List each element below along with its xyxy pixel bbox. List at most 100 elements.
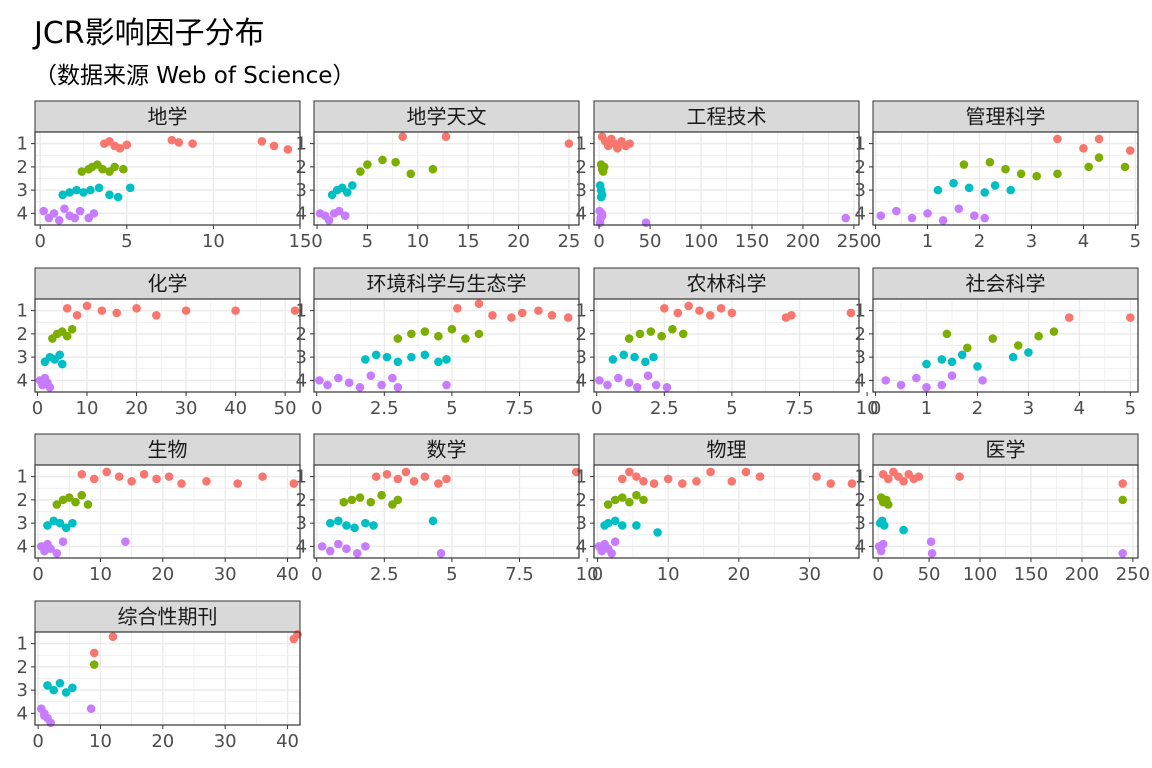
y-tick-label: 3 <box>17 513 28 534</box>
y-tick-label: 1 <box>576 467 587 488</box>
data-point-q1 <box>233 479 242 488</box>
data-point-q1 <box>692 476 701 486</box>
data-point-q1 <box>695 306 704 315</box>
data-point-q2 <box>646 327 656 336</box>
data-point-q2 <box>959 160 969 169</box>
data-point-q1 <box>89 474 99 484</box>
data-point-q1 <box>883 474 893 484</box>
data-point-q4 <box>595 376 604 385</box>
facet-strip <box>34 433 301 466</box>
x-tick-label: 250 <box>1116 564 1150 585</box>
y-tick-label: 1 <box>576 134 587 155</box>
data-point-q3 <box>350 523 359 533</box>
data-point-q1 <box>122 140 132 150</box>
data-point-q1 <box>269 141 279 151</box>
data-point-q2 <box>632 490 641 500</box>
data-point-q4 <box>597 211 607 220</box>
data-point-q3 <box>937 355 947 364</box>
facet-strip-label: 物理 <box>707 438 747 462</box>
data-point-q3 <box>442 355 451 364</box>
y-tick-label: 4 <box>576 203 587 224</box>
y-tick-label: 2 <box>855 324 866 345</box>
data-point-q4 <box>325 546 335 556</box>
data-point-q1 <box>231 306 240 315</box>
facet-strip-label: 地学 <box>148 105 188 129</box>
page-subtitle: （数据来源 Web of Science） <box>34 63 356 89</box>
data-point-q4 <box>361 542 370 551</box>
facet-strip <box>872 433 1139 466</box>
data-point-q4 <box>643 371 653 381</box>
x-tick-label: 0 <box>311 398 322 419</box>
y-tick-label: 4 <box>17 536 28 557</box>
data-point-q3 <box>619 350 629 360</box>
x-tick-label: 0 <box>591 398 602 419</box>
x-tick-label: 20 <box>151 564 174 585</box>
data-point-q3 <box>94 183 104 193</box>
data-point-q3 <box>990 181 1000 190</box>
data-point-q4 <box>366 371 376 381</box>
data-point-q2 <box>67 324 77 334</box>
data-point-q2 <box>1001 164 1010 174</box>
data-point-q2 <box>962 343 972 353</box>
data-point-q2 <box>624 334 634 343</box>
y-tick-label: 2 <box>296 324 307 345</box>
data-point-q4 <box>49 209 59 218</box>
facet-strip <box>313 433 580 466</box>
y-tick-label: 4 <box>855 203 866 224</box>
x-tick-label: 4 <box>1074 398 1085 419</box>
data-point-q4 <box>624 378 634 388</box>
x-tick-label: 3 <box>1023 398 1034 419</box>
y-tick-label: 4 <box>296 203 307 224</box>
data-point-q1 <box>564 139 574 148</box>
data-point-q3 <box>973 362 982 371</box>
panel-border <box>34 131 301 226</box>
y-tick-label: 3 <box>17 680 28 701</box>
data-point-q4 <box>334 539 343 549</box>
data-point-q4 <box>651 380 661 390</box>
data-point-q2 <box>407 329 416 339</box>
data-point-q4 <box>45 383 55 392</box>
data-point-q3 <box>68 518 77 528</box>
data-point-q2 <box>393 495 403 505</box>
data-point-q4 <box>927 549 937 558</box>
y-tick-label: 2 <box>576 490 587 511</box>
data-point-q3 <box>61 523 71 533</box>
data-point-q3 <box>434 357 443 367</box>
data-point-q4 <box>317 542 327 551</box>
data-point-q2 <box>1016 169 1026 179</box>
data-point-q3 <box>57 359 67 369</box>
data-point-q4 <box>922 383 931 392</box>
data-point-q3 <box>957 350 967 360</box>
data-point-q4 <box>641 218 651 227</box>
x-tick-label: 40 <box>276 731 299 752</box>
data-point-q1 <box>673 308 683 318</box>
data-point-q2 <box>668 324 677 334</box>
data-point-q1 <box>434 479 443 488</box>
y-tick-label: 4 <box>17 370 28 391</box>
data-point-q4 <box>970 211 979 220</box>
panel-border <box>313 131 580 226</box>
data-point-q3 <box>382 352 392 362</box>
y-tick-label: 3 <box>576 180 587 201</box>
data-point-q3 <box>933 185 943 195</box>
x-tick-label: 25 <box>557 231 580 252</box>
x-tick-label: 10 <box>576 564 599 585</box>
data-point-q2 <box>461 334 470 343</box>
x-tick-label: 10 <box>89 731 112 752</box>
data-point-q2 <box>625 497 634 507</box>
y-tick-label: 2 <box>576 157 587 178</box>
y-tick-label: 2 <box>17 324 28 345</box>
data-point-q1 <box>1125 146 1135 155</box>
data-point-q4 <box>46 718 55 727</box>
x-tick-label: 10 <box>856 398 879 419</box>
panel-border <box>34 464 301 559</box>
data-point-q3 <box>361 355 370 364</box>
x-tick-label: 40 <box>224 398 247 419</box>
data-point-q1 <box>72 310 82 320</box>
data-point-q1 <box>257 137 267 146</box>
data-point-q2 <box>474 329 484 339</box>
